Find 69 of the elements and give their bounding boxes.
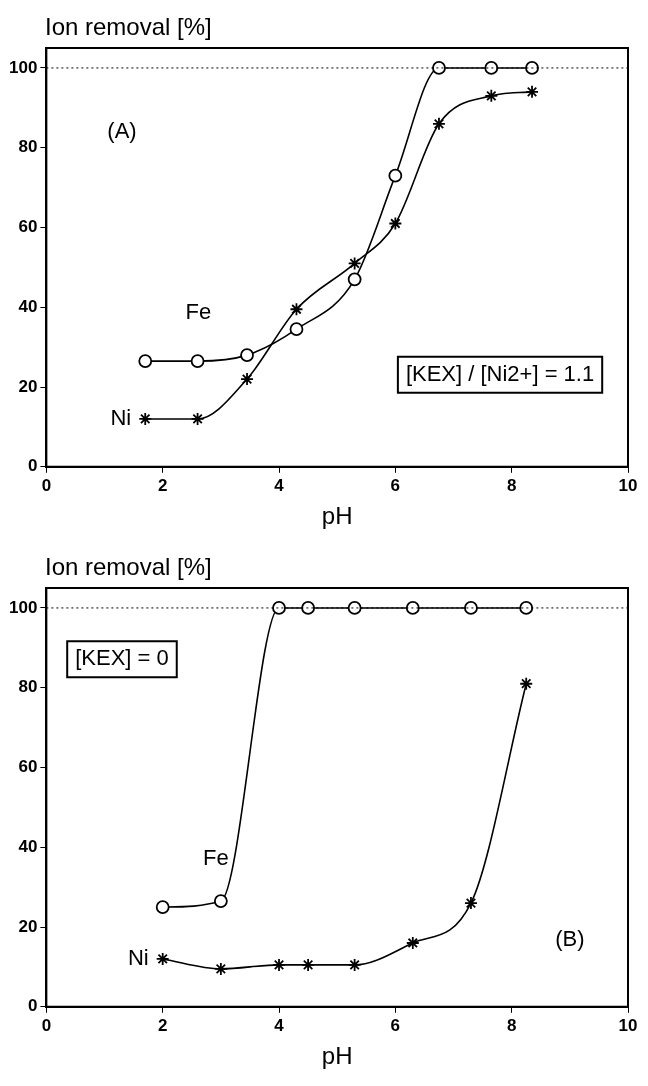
- point: [272, 601, 286, 615]
- point: [432, 116, 446, 131]
- x-tick-label: 2: [157, 475, 168, 495]
- y-tick-label: 0: [27, 456, 38, 476]
- y-tick-label: 80: [18, 137, 38, 157]
- x-tick-label: 6: [390, 475, 401, 495]
- point: [155, 900, 170, 914]
- y-tick-label: 60: [18, 757, 38, 777]
- annotation: [KEX] / [Ni2+] = 1.1: [405, 360, 595, 386]
- point: [519, 676, 534, 691]
- point: [405, 936, 420, 950]
- point: [388, 168, 403, 183]
- x-tick-label: 4: [274, 1015, 285, 1035]
- x-tick-label: 0: [41, 1015, 52, 1035]
- point: [464, 896, 478, 910]
- y-tick-label: 100: [8, 57, 38, 77]
- point: [347, 256, 362, 271]
- point: [213, 894, 228, 908]
- point: [289, 322, 304, 337]
- series-label: Fe: [203, 845, 229, 871]
- y-tick-label: 80: [18, 677, 38, 697]
- point: [525, 84, 539, 99]
- point: [289, 302, 304, 317]
- point: [347, 958, 362, 972]
- annotation: [KEX] = 0: [75, 645, 169, 671]
- annotation: (B): [555, 925, 585, 951]
- y-tick-label: 60: [18, 217, 38, 237]
- x-tick-label: 8: [506, 1015, 517, 1035]
- y-axis-title: Ion removal [%]: [45, 552, 212, 580]
- point: [347, 272, 362, 287]
- y-tick-label: 40: [18, 836, 38, 856]
- point: [190, 354, 205, 368]
- y-tick-label: 20: [18, 376, 38, 396]
- point: [190, 412, 205, 426]
- point: [519, 601, 534, 615]
- point: [301, 958, 315, 972]
- annotation: (A): [107, 117, 137, 143]
- point: [272, 958, 286, 972]
- point: [388, 216, 403, 231]
- point: [240, 372, 254, 386]
- point: [405, 601, 420, 615]
- x-tick-label: 8: [506, 475, 517, 495]
- x-tick-label: 10: [618, 1015, 638, 1035]
- point: [464, 601, 478, 615]
- point: [484, 61, 499, 75]
- y-tick-label: 100: [8, 597, 38, 617]
- series-label: Ni: [127, 945, 149, 970]
- point: [301, 601, 315, 615]
- x-axis-title: pH: [321, 1042, 353, 1070]
- x-tick-label: 2: [157, 1015, 168, 1035]
- point: [240, 348, 254, 363]
- y-tick-label: 0: [27, 996, 38, 1016]
- y-tick-label: 20: [18, 916, 38, 936]
- point: [484, 88, 499, 103]
- point: [155, 952, 170, 966]
- point: [138, 354, 153, 368]
- x-tick-label: 0: [41, 475, 52, 495]
- x-axis-title: pH: [321, 502, 353, 530]
- point: [138, 412, 153, 426]
- point: [213, 962, 228, 976]
- point: [347, 601, 362, 615]
- x-tick-label: 6: [390, 1015, 401, 1035]
- x-tick-label: 10: [618, 475, 638, 495]
- point: [432, 61, 446, 75]
- x-tick-label: 4: [274, 475, 285, 495]
- series-label: Ni: [110, 405, 132, 430]
- y-tick-label: 40: [18, 296, 38, 316]
- y-axis-title: Ion removal [%]: [45, 12, 212, 40]
- series-label: Fe: [185, 299, 212, 325]
